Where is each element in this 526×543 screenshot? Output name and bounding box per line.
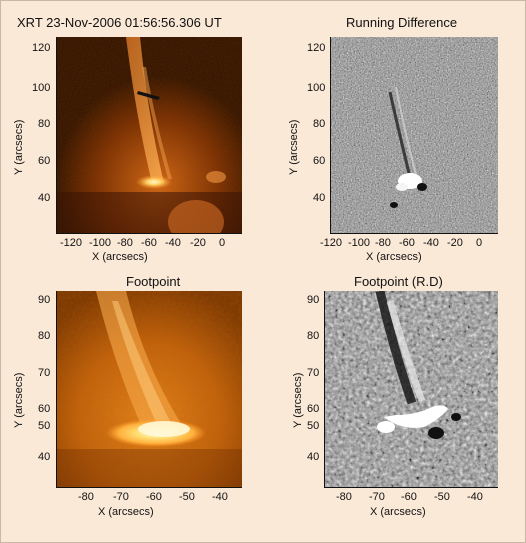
fp-xtick-m70: -70: [113, 491, 129, 503]
fp-ytick-80: 80: [38, 330, 51, 342]
xrt-xtick-m20: -20: [190, 237, 206, 249]
xrt-xtick-m60: -60: [141, 237, 157, 249]
rd-xtick-m20: -20: [447, 237, 463, 249]
xrt-xtick-m40: -40: [165, 237, 181, 249]
xrt-xtick-0: 0: [219, 237, 226, 249]
fprd-xtick-m50: -50: [434, 491, 450, 503]
fp-xtick-m60: -60: [146, 491, 162, 503]
rd-xtick-m40: -40: [423, 237, 439, 249]
rd-x-axis: [330, 233, 498, 234]
xrt-ytick-120: 120: [32, 42, 51, 54]
running-difference-image: [330, 37, 498, 233]
xrt-xtick-m100: -100: [89, 237, 112, 249]
fp-x-axis: [56, 487, 242, 488]
rd-xtick-m100: -100: [348, 237, 371, 249]
fprd-x-axis: [324, 487, 498, 488]
rd-xtick-m120: -120: [320, 237, 343, 249]
rd-xtick-m80: -80: [375, 237, 391, 249]
fprd-ytick-70: 70: [307, 367, 320, 379]
xrt-image: [56, 37, 242, 233]
fp-y-title: Y (arcsecs): [13, 372, 25, 428]
rd-ytick-60: 60: [313, 155, 326, 167]
fprd-xtick-m40: -40: [467, 491, 483, 503]
rd-ytick-80: 80: [313, 118, 326, 130]
fprd-ytick-80: 80: [307, 330, 320, 342]
fp-xtick-m40: -40: [212, 491, 228, 503]
footpoint-image: [56, 291, 242, 487]
fprd-ytick-50: 50: [307, 420, 320, 432]
fprd-xtick-m70: -70: [369, 491, 385, 503]
footpoint-rd-image: [324, 291, 498, 487]
fprd-xtick-m80: -80: [336, 491, 352, 503]
fp-ytick-50: 50: [38, 420, 51, 432]
xrt-x-axis: [56, 233, 242, 234]
fprd-ytick-40: 40: [307, 451, 320, 463]
panel-title-running-difference: Running Difference: [346, 15, 458, 30]
rd-x-title: X (arcsecs): [366, 251, 422, 263]
rd-ytick-40: 40: [313, 192, 326, 204]
fprd-y-title: Y (arcsecs): [292, 372, 304, 428]
xrt-ytick-40: 40: [38, 192, 51, 204]
fprd-ytick-60: 60: [307, 403, 320, 415]
xrt-y-axis: [56, 37, 57, 233]
fp-y-axis: [56, 291, 57, 487]
xrt-xtick-m80: -80: [117, 237, 133, 249]
fprd-xtick-m60: -60: [401, 491, 417, 503]
rd-y-axis: [330, 37, 331, 233]
xrt-ytick-80: 80: [38, 118, 51, 130]
rd-y-title: Y (arcsecs): [288, 119, 300, 175]
fp-ytick-70: 70: [38, 367, 51, 379]
rd-ytick-120: 120: [307, 42, 326, 54]
xrt-y-title: Y (arcsecs): [13, 119, 25, 175]
fprd-y-axis: [324, 291, 325, 487]
rd-xtick-0: 0: [476, 237, 483, 249]
panel-title-footpoint: Footpoint: [126, 274, 181, 289]
panel-title-footpoint-rd: Footpoint (R.D): [354, 274, 443, 289]
fp-x-title: X (arcsecs): [98, 506, 154, 518]
fp-ytick-90: 90: [38, 294, 51, 306]
fp-ytick-60: 60: [38, 403, 51, 415]
fp-xtick-m80: -80: [78, 491, 94, 503]
rd-xtick-m60: -60: [399, 237, 415, 249]
rd-ytick-100: 100: [307, 82, 326, 94]
panel-title-xrt: XRT 23-Nov-2006 01:56:56.306 UT: [17, 15, 222, 30]
xrt-ytick-100: 100: [32, 82, 51, 94]
xrt-x-title: X (arcsecs): [92, 251, 148, 263]
fp-xtick-m50: -50: [179, 491, 195, 503]
fp-ytick-40: 40: [38, 451, 51, 463]
fprd-x-title: X (arcsecs): [370, 506, 426, 518]
xrt-xtick-m120: -120: [60, 237, 83, 249]
xrt-ytick-60: 60: [38, 155, 51, 167]
fprd-ytick-90: 90: [307, 294, 320, 306]
